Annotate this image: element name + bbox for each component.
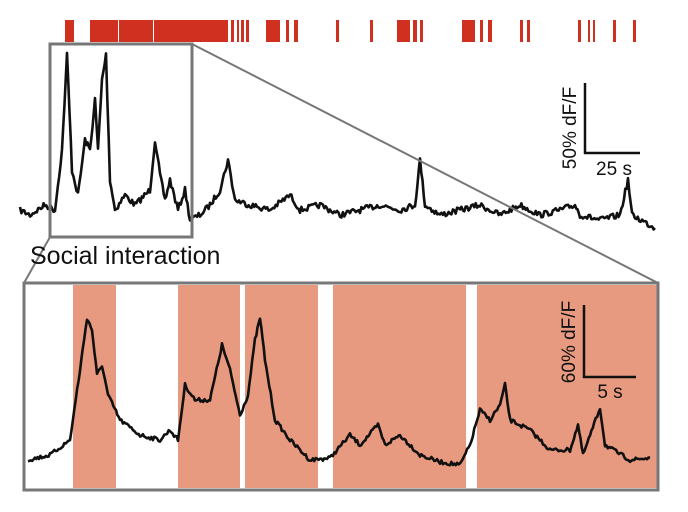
event: [294, 20, 298, 42]
event: [336, 20, 339, 42]
event: [231, 20, 234, 42]
event: [397, 20, 410, 42]
period: [73, 285, 116, 488]
event: [370, 20, 373, 42]
event: [119, 20, 153, 42]
zoom-panel: [22, 281, 660, 492]
interaction-periods: [73, 285, 658, 488]
period: [333, 285, 466, 488]
scale-label: 60% dF/F: [559, 301, 580, 383]
event: [420, 20, 423, 42]
event: [90, 20, 118, 42]
event: [246, 20, 249, 42]
event: [488, 20, 492, 42]
event: [578, 20, 581, 42]
scale-label: 50% dF/F: [560, 87, 581, 169]
zoom-line: [23, 236, 51, 284]
event-raster: [65, 20, 636, 42]
event: [527, 20, 530, 42]
period: [178, 285, 240, 488]
event: [462, 20, 475, 42]
event: [266, 20, 280, 42]
event: [520, 20, 523, 42]
event: [241, 20, 244, 42]
condition-label: Social interaction: [30, 242, 220, 270]
event: [154, 20, 228, 42]
event: [593, 20, 595, 42]
event: [237, 20, 239, 42]
event: [65, 20, 74, 42]
event: [286, 20, 289, 42]
zoom-window: [48, 42, 194, 239]
zoom-line: [191, 43, 659, 284]
event: [613, 20, 616, 42]
scale-label: 5 s: [597, 382, 622, 403]
overview-trace: [18, 51, 656, 231]
event: [588, 20, 590, 42]
event: [480, 20, 483, 42]
scale-label: 25 s: [596, 159, 632, 180]
zoom-trace: [27, 317, 651, 467]
event: [633, 20, 636, 42]
event: [413, 20, 417, 42]
period: [477, 285, 658, 488]
